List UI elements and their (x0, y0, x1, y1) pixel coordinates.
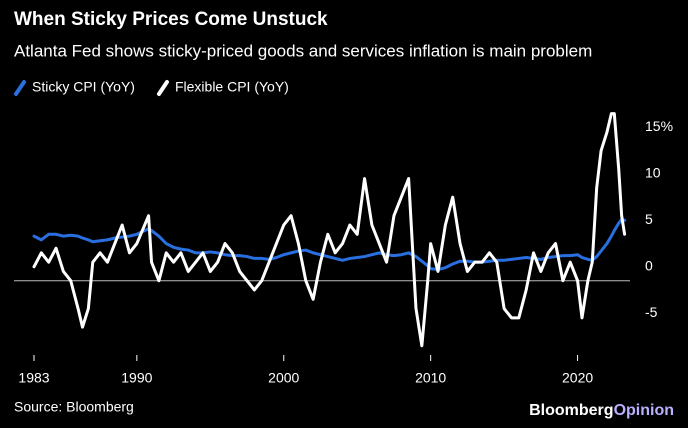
legend-swatch (156, 80, 169, 96)
chart-title: When Sticky Prices Come Unstuck (14, 9, 328, 30)
x-tick-label: 1990 (121, 370, 152, 386)
x-tick-label: 1983 (18, 370, 49, 386)
y-tick-label: -5 (645, 304, 658, 320)
y-tick-label: 0 (645, 257, 653, 273)
chart-subtitle: Atlanta Fed shows sticky-priced goods an… (14, 41, 592, 60)
legend-swatch (14, 80, 26, 96)
brand-main: Bloomberg (529, 402, 613, 419)
y-tick-label: 15% (645, 118, 673, 134)
brand-sub: Opinion (614, 402, 674, 419)
source: Source: Bloomberg (14, 399, 134, 415)
legend-label: Sticky CPI (YoY) (32, 79, 135, 95)
x-tick-label: 2000 (268, 370, 299, 386)
x-tick-label: 2020 (562, 370, 593, 386)
series-line (32, 112, 627, 348)
y-tick-label: 10 (645, 165, 661, 181)
y-tick-label: 5 (645, 211, 653, 227)
series-line (32, 217, 627, 272)
brand: BloombergOpinion (529, 402, 674, 419)
legend-label: Flexible CPI (YoY) (175, 79, 289, 95)
x-tick-label: 2010 (415, 370, 446, 386)
